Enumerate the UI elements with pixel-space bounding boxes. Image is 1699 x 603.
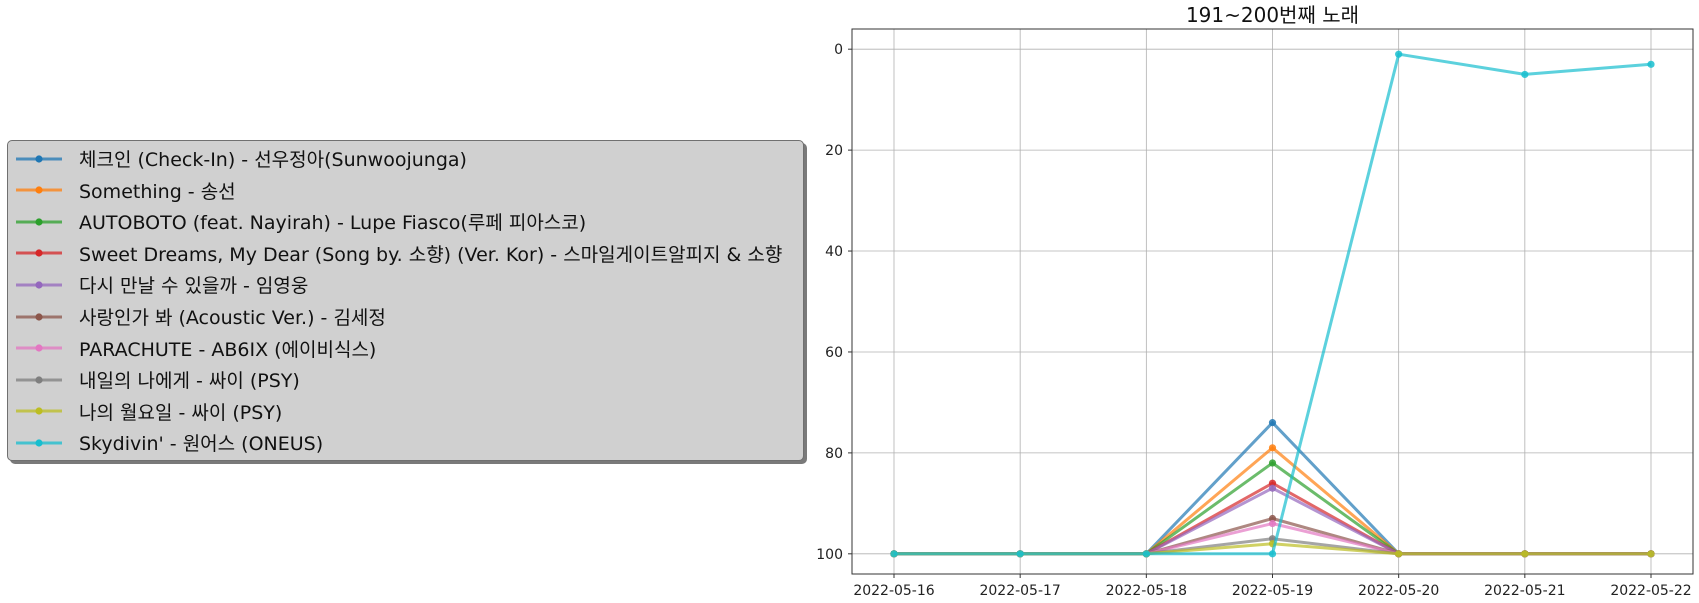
legend-label: Something - 송선 (79, 180, 236, 203)
y-tick-label: 0 (834, 42, 843, 58)
y-axis: 0 20 40 60 80 100 (816, 42, 852, 563)
series-10 (890, 50, 1655, 558)
legend-label: AUTOBOTO (feat. Nayirah) - Lupe Fiasco(루… (79, 212, 587, 235)
data-point (1268, 484, 1277, 492)
data-point (1016, 550, 1024, 558)
legend-swatch (16, 439, 62, 447)
legend-swatch (16, 407, 62, 415)
legend-item: AUTOBOTO (feat. Nayirah) - Lupe Fiasco(루… (8, 206, 586, 237)
legend-swatch (16, 186, 62, 194)
data-point (1142, 550, 1150, 558)
legend-label: Sweet Dreams, My Dear (Song by. 소향) (Ver… (79, 243, 783, 266)
legend-swatch (16, 154, 62, 163)
legend-swatch (16, 281, 62, 289)
data-point (1268, 519, 1277, 528)
legend-item: Skydivin' - 원어스 (ONEUS) (8, 427, 323, 458)
data-point (1268, 459, 1277, 467)
data-point (1268, 535, 1277, 543)
legend-label: 내일의 나에게 - 싸이 (PSY) (79, 370, 300, 393)
legend-item: 내일의 나에게 - 싸이 (PSY) (8, 364, 300, 395)
legend-swatch (16, 218, 62, 226)
x-tick-label: 2022-05-22 (1610, 583, 1691, 599)
y-tick-label: 60 (825, 345, 843, 361)
legend-item: 나의 월요일 - 싸이 (PSY) (8, 396, 282, 427)
grid (852, 29, 1693, 574)
data-point (1395, 50, 1403, 58)
legend-swatch (16, 249, 62, 257)
x-tick-label: 2022-05-18 (1106, 583, 1187, 599)
legend-label: 다시 만날 수 있을까 - 임영웅 (79, 275, 309, 298)
legend-item: 사랑인가 봐 (Acoustic Ver.) - 김세정 (8, 301, 386, 332)
legend-item: 체크인 (Check-In) - 선우정아(Sunwoojunga) (8, 143, 467, 174)
x-tick-label: 2022-05-17 (979, 583, 1060, 599)
legend-label: PARACHUTE - AB6IX (에이비식스) (79, 338, 377, 361)
data-point (1268, 444, 1277, 452)
data-point (1268, 514, 1277, 523)
y-tick-label: 20 (825, 143, 843, 159)
legend-label: 사랑인가 봐 (Acoustic Ver.) - 김세정 (79, 307, 386, 329)
x-tick-label: 2022-05-19 (1232, 583, 1313, 599)
legend-label: 나의 월요일 - 싸이 (PSY) (79, 401, 283, 424)
legend-item: Something - 송선 (8, 175, 236, 206)
legend-label: Skydivin' - 원어스 (ONEUS) (79, 433, 324, 456)
legend-item: 다시 만날 수 있을까 - 임영웅 (8, 269, 308, 300)
legend-label: 체크인 (Check-In) - 선우정아(Sunwoojunga) (79, 149, 467, 171)
x-axis: 2022-05-16 2022-05-17 2022-05-18 2022-05-19… (853, 574, 1692, 599)
data-point (1521, 70, 1529, 79)
y-tick-label: 40 (825, 244, 843, 260)
data-point (1521, 550, 1529, 558)
x-tick-label: 2022-05-16 (853, 583, 934, 599)
data-point (1395, 550, 1403, 558)
legend-swatch (16, 312, 62, 321)
data-point (890, 550, 898, 558)
data-point (1268, 550, 1277, 558)
chart-title: 191~200번째 노래 (1186, 3, 1359, 27)
x-tick-label: 2022-05-21 (1484, 583, 1565, 599)
x-tick-label: 2022-05-20 (1358, 583, 1439, 599)
legend-swatch (16, 376, 62, 384)
data-point (1268, 419, 1277, 427)
y-tick-label: 80 (825, 446, 843, 462)
y-tick-label: 100 (816, 547, 843, 563)
legend-item: PARACHUTE - AB6IX (에이비식스) (8, 333, 376, 364)
data-point (1647, 60, 1655, 68)
legend: 체크인 (Check-In) - 선우정아(Sunwoojunga) Someth… (7, 140, 804, 461)
data-point (1268, 479, 1277, 487)
series-layer (890, 50, 1655, 558)
data-point (1647, 550, 1655, 558)
legend-swatch (16, 344, 62, 352)
legend-item: Sweet Dreams, My Dear (Song by. 소향) (Ver… (8, 238, 782, 269)
